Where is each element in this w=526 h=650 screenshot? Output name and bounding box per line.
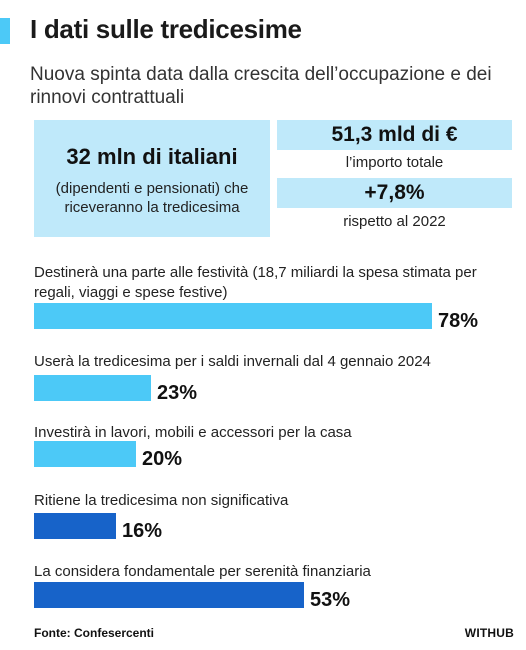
title-accent-bar xyxy=(0,18,10,44)
bar-value-label: 23% xyxy=(157,382,198,404)
bar xyxy=(34,441,136,467)
highlight-main-box: 32 mln di italiani (dipendenti e pension… xyxy=(34,120,270,237)
bar xyxy=(34,375,151,401)
page-subtitle: Nuova spinta data dalla crescita dell’oc… xyxy=(30,64,492,108)
bar-label: Investirà in lavori, mobili e accessori … xyxy=(34,424,352,441)
highlight-change-value: +7,8% xyxy=(364,181,425,204)
bar xyxy=(34,513,116,539)
bar-label: La considera fondamentale per serenità f… xyxy=(34,563,371,580)
highlight-amount-value: 51,3 mld di € xyxy=(331,123,458,146)
highlight-amount-caption: l’importo totale xyxy=(345,154,444,171)
bar xyxy=(34,303,432,329)
bar-label: Ritiene la tredicesima non significativa xyxy=(34,492,289,509)
highlight-change-box: +7,8% xyxy=(277,178,512,208)
bar-label: Userà la tredicesima per i saldi inverna… xyxy=(34,353,431,370)
highlight-amount-box: 51,3 mld di € xyxy=(277,120,512,150)
bar xyxy=(34,582,304,608)
source-note: Fonte: Confesercenti xyxy=(34,626,155,640)
page-title: I dati sulle tredicesime xyxy=(30,14,302,44)
highlight-main-description: (dipendenti e pensionati) che riceverann… xyxy=(55,180,249,216)
bar-value-label: 53% xyxy=(310,589,351,611)
highlight-main-value: 32 mln di italiani xyxy=(66,144,238,169)
bar-label: Destinerà una parte alle festività (18,7… xyxy=(34,264,477,301)
brand-logo: WITHUB xyxy=(464,626,514,640)
bar-value-label: 20% xyxy=(142,448,183,470)
bar-value-label: 16% xyxy=(122,520,163,542)
bar-value-label: 78% xyxy=(438,310,479,332)
highlight-change-caption: rispetto al 2022 xyxy=(343,213,446,230)
